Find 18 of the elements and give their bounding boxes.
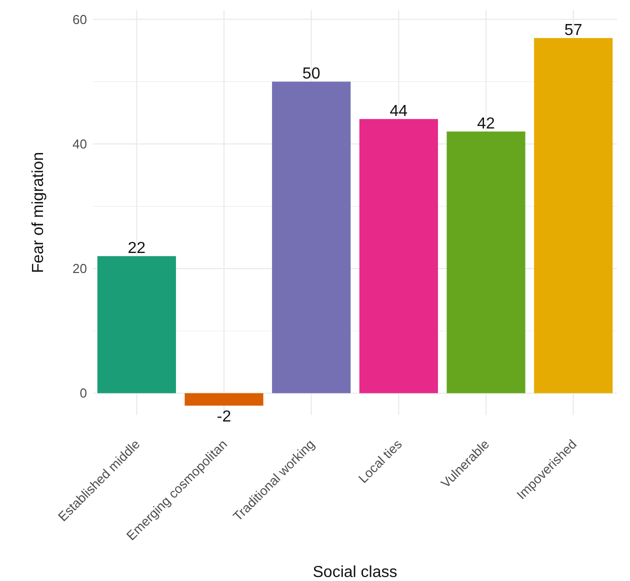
y-tick-label: 40 <box>72 136 87 152</box>
bar <box>97 256 176 394</box>
data-label: 57 <box>564 22 582 40</box>
x-axis-title: Social class <box>312 564 398 581</box>
bar <box>184 393 264 406</box>
y-axis-title: Fear of migration <box>30 152 47 273</box>
data-label: 50 <box>302 66 320 83</box>
y-tick-label: 0 <box>80 386 87 401</box>
bar <box>534 38 613 394</box>
data-label: 44 <box>390 103 408 120</box>
y-tick-label: 20 <box>72 261 87 276</box>
bar <box>272 82 351 394</box>
data-label: 22 <box>128 240 146 258</box>
bar <box>446 132 526 394</box>
bar <box>359 119 438 394</box>
y-tick-label: 60 <box>72 12 87 27</box>
data-label: 42 <box>477 116 495 132</box>
data-label: -2 <box>216 408 232 426</box>
